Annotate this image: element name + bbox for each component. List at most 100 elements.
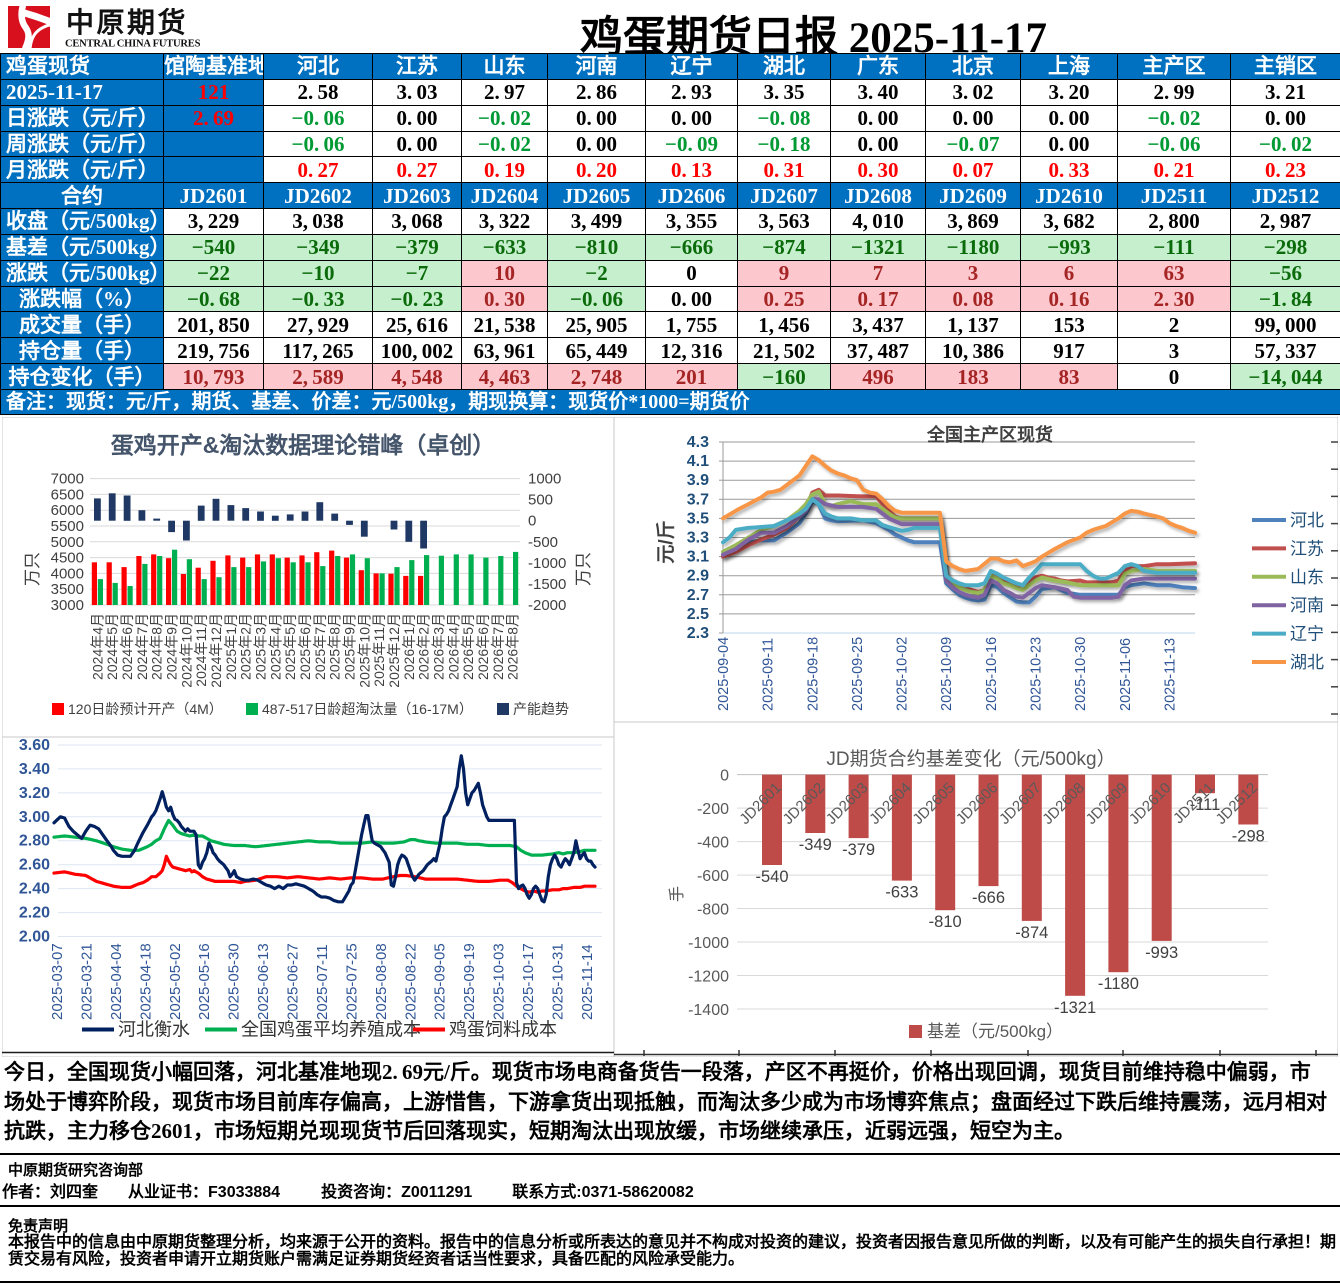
svg-text:-500: -500 [528, 534, 558, 551]
svg-text:2025-09-04: 2025-09-04 [716, 637, 732, 711]
svg-text:-2000: -2000 [528, 597, 566, 614]
svg-text:2025-04-18: 2025-04-18 [137, 943, 154, 1020]
svg-text:2.20: 2.20 [19, 905, 50, 922]
svg-text:-666: -666 [972, 889, 1005, 907]
svg-text:万只: 万只 [574, 552, 593, 586]
svg-text:3.3: 3.3 [687, 530, 709, 547]
svg-text:2.3: 2.3 [687, 625, 709, 642]
svg-text:2026年2月: 2026年2月 [416, 613, 432, 680]
svg-text:-1400: -1400 [688, 1002, 729, 1019]
svg-text:2025-11-06: 2025-11-06 [1118, 638, 1134, 711]
svg-text:-810: -810 [929, 913, 962, 931]
svg-text:2025-10-16: 2025-10-16 [984, 637, 1000, 711]
svg-text:2025年2月: 2025年2月 [238, 613, 254, 680]
svg-text:2025-08-22: 2025-08-22 [402, 943, 419, 1020]
svg-text:2025-08-08: 2025-08-08 [373, 943, 390, 1020]
svg-text:2026年1月: 2026年1月 [401, 613, 417, 680]
svg-text:JD期货合约基差变化（元/500kg）: JD期货合约基差变化（元/500kg） [826, 748, 1115, 770]
svg-text:2025-09-18: 2025-09-18 [805, 637, 821, 711]
svg-text:2025年12月: 2025年12月 [386, 613, 402, 688]
svg-text:2025-06-13: 2025-06-13 [255, 943, 272, 1020]
svg-text:2025年9月: 2025年9月 [342, 613, 358, 680]
svg-text:2025-09-11: 2025-09-11 [761, 638, 777, 711]
svg-text:2026年7月: 2026年7月 [490, 613, 506, 680]
svg-text:487-517日龄超淘汰量（16-17M）: 487-517日龄超淘汰量（16-17M） [262, 701, 473, 717]
svg-text:2025-10-31: 2025-10-31 [550, 943, 567, 1020]
svg-text:河北: 河北 [1290, 511, 1324, 530]
svg-text:中原期货: 中原期货 [66, 6, 188, 39]
svg-text:湖北: 湖北 [1290, 653, 1324, 672]
svg-text:2.00: 2.00 [19, 929, 50, 946]
svg-text:-874: -874 [1015, 924, 1048, 942]
svg-text:2025-04-04: 2025-04-04 [108, 943, 125, 1020]
svg-text:2024年9月: 2024年9月 [164, 613, 180, 680]
svg-text:2025-07-11: 2025-07-11 [314, 944, 331, 1020]
svg-text:2026年6月: 2026年6月 [475, 613, 491, 680]
svg-text:2024年11月: 2024年11月 [193, 613, 209, 687]
svg-text:元/斤: 元/斤 [655, 520, 677, 563]
svg-text:2026年3月: 2026年3月 [430, 613, 446, 680]
svg-text:-1500: -1500 [528, 576, 566, 593]
svg-text:2024年6月: 2024年6月 [119, 613, 135, 680]
svg-text:3.5: 3.5 [687, 510, 709, 527]
svg-text:2.60: 2.60 [19, 857, 50, 874]
svg-text:2025-05-30: 2025-05-30 [226, 943, 243, 1020]
svg-text:4000: 4000 [51, 565, 84, 582]
svg-text:2.80: 2.80 [19, 833, 50, 850]
svg-text:2025-10-02: 2025-10-02 [895, 637, 911, 711]
svg-text:2025-10-03: 2025-10-03 [491, 943, 508, 1020]
svg-text:手: 手 [668, 886, 686, 902]
svg-text:全国主产区现货: 全国主产区现货 [926, 424, 1053, 445]
svg-text:2.9: 2.9 [687, 568, 709, 585]
svg-text:2025年3月: 2025年3月 [253, 613, 269, 680]
svg-text:2025-10-09: 2025-10-09 [939, 637, 955, 711]
svg-text:2024年5月: 2024年5月 [104, 613, 120, 680]
svg-text:4.3: 4.3 [687, 434, 709, 451]
svg-text:江苏: 江苏 [1290, 539, 1324, 558]
svg-text:2025-10-30: 2025-10-30 [1073, 637, 1089, 711]
svg-text:鸡蛋饲料成本: 鸡蛋饲料成本 [449, 1020, 557, 1040]
svg-text:2.40: 2.40 [19, 881, 50, 898]
svg-text:2.5: 2.5 [687, 606, 709, 623]
svg-text:2025年7月: 2025年7月 [312, 613, 328, 680]
svg-text:2025-10-23: 2025-10-23 [1029, 637, 1045, 711]
svg-text:蛋鸡开产&淘汰数据理论错峰（卓创）: 蛋鸡开产&淘汰数据理论错峰（卓创） [111, 432, 496, 458]
svg-text:-993: -993 [1145, 944, 1178, 962]
svg-text:基差（元/500kg）: 基差（元/500kg） [927, 1022, 1063, 1041]
svg-text:2026年8月: 2026年8月 [505, 613, 521, 680]
svg-text:2025-07-25: 2025-07-25 [343, 943, 360, 1020]
svg-text:2025-03-07: 2025-03-07 [49, 943, 66, 1020]
svg-text:3.40: 3.40 [19, 761, 50, 778]
svg-text:山东: 山东 [1290, 568, 1324, 587]
svg-text:2024年4月: 2024年4月 [89, 613, 105, 680]
svg-text:-800: -800 [697, 902, 729, 919]
svg-text:2024年10月: 2024年10月 [178, 613, 194, 688]
svg-text:-400: -400 [697, 835, 729, 852]
svg-text:120日龄预计开产（4M）: 120日龄预计开产（4M） [68, 701, 223, 717]
svg-text:河北衡水: 河北衡水 [118, 1020, 190, 1040]
svg-text:-1000: -1000 [528, 555, 566, 572]
svg-text:CENTRAL CHINA FUTURES: CENTRAL CHINA FUTURES [65, 39, 201, 50]
svg-text:-111: -111 [1190, 796, 1221, 814]
svg-text:-200: -200 [697, 801, 729, 818]
svg-text:2025年6月: 2025年6月 [297, 613, 313, 680]
svg-text:万只: 万只 [23, 552, 42, 586]
svg-text:2025-05-02: 2025-05-02 [167, 943, 184, 1020]
svg-text:7000: 7000 [51, 471, 84, 488]
svg-text:4500: 4500 [51, 550, 84, 567]
svg-text:2025年5月: 2025年5月 [282, 613, 298, 680]
svg-text:3.20: 3.20 [19, 785, 50, 802]
svg-text:2025年11月: 2025年11月 [371, 613, 387, 687]
svg-text:500: 500 [528, 492, 553, 509]
svg-text:2026年5月: 2026年5月 [460, 613, 476, 680]
svg-text:-633: -633 [885, 884, 918, 902]
svg-text:2025年8月: 2025年8月 [327, 613, 343, 680]
svg-text:-600: -600 [697, 868, 729, 885]
svg-text:3.7: 3.7 [687, 491, 709, 508]
svg-text:2025-05-16: 2025-05-16 [196, 943, 213, 1020]
svg-text:-1180: -1180 [1098, 975, 1139, 993]
svg-text:-1200: -1200 [688, 969, 729, 986]
svg-text:全国鸡蛋平均养殖成本: 全国鸡蛋平均养殖成本 [241, 1019, 421, 1040]
svg-text:6500: 6500 [51, 486, 84, 503]
svg-text:5500: 5500 [51, 518, 84, 535]
